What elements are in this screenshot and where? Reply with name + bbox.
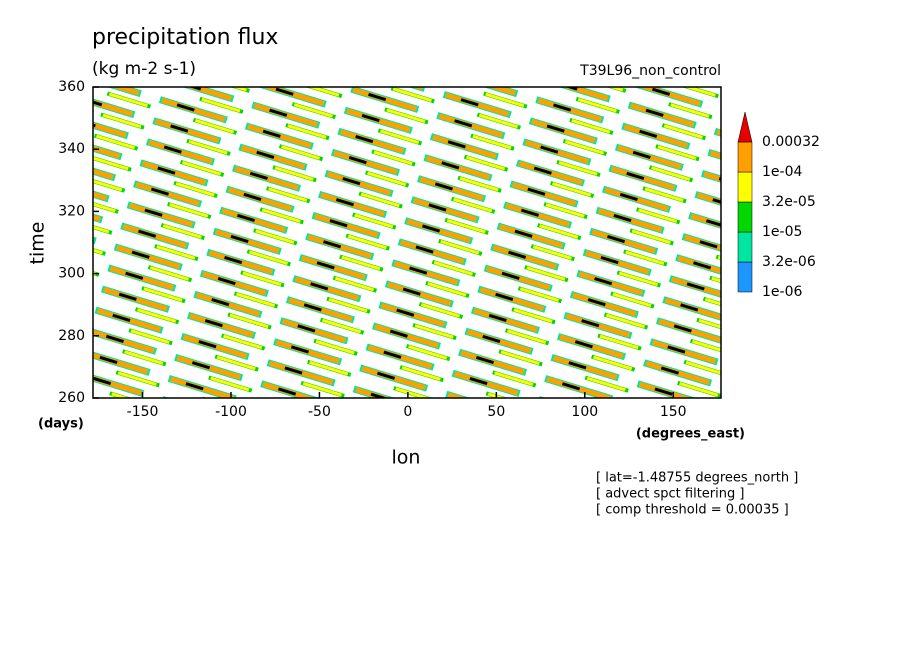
x-tick-label: -150 bbox=[127, 404, 159, 420]
run-label: T39L96_non_control bbox=[579, 63, 721, 79]
x-unit: (degrees_east) bbox=[636, 427, 745, 442]
y-tick-label: 320 bbox=[58, 203, 85, 219]
colorbar-label: 3.2e-06 bbox=[762, 254, 816, 270]
x-tick-label: -100 bbox=[215, 404, 247, 420]
y-tick-label: 260 bbox=[58, 390, 85, 406]
x-axis-label: lon bbox=[392, 447, 421, 469]
chart-title: precipitation flux bbox=[92, 25, 278, 50]
colorbar-box bbox=[737, 171, 753, 203]
colorbar-box bbox=[737, 231, 753, 263]
colorbar-label: 1e-04 bbox=[762, 164, 802, 180]
y-tick-label: 300 bbox=[58, 266, 85, 282]
x-tick-label: 0 bbox=[403, 404, 412, 420]
colorbar-box bbox=[737, 141, 753, 173]
y-tick-label: 360 bbox=[58, 79, 85, 95]
colorbar-label: 3.2e-05 bbox=[762, 194, 816, 210]
colorbar-label: 1e-05 bbox=[762, 224, 802, 240]
note: [ advect spct filtering ] bbox=[596, 487, 744, 502]
plot-frame bbox=[92, 86, 722, 399]
colorbar-box bbox=[737, 261, 753, 293]
x-tick-label: -50 bbox=[308, 404, 331, 420]
colorbar-label: 1e-06 bbox=[762, 284, 802, 300]
colorbar-extension bbox=[737, 111, 753, 143]
x-tick-label: 100 bbox=[571, 404, 598, 420]
note: [ comp threshold = 0.00035 ] bbox=[596, 503, 789, 518]
colorbar-label: 0.00032 bbox=[762, 134, 820, 150]
x-tick-label: 150 bbox=[660, 404, 687, 420]
x-tick-label: 50 bbox=[487, 404, 505, 420]
y-tick-label: 280 bbox=[58, 328, 85, 344]
note: [ lat=-1.48755 degrees_north ] bbox=[596, 471, 798, 486]
colorbar-box bbox=[737, 201, 753, 233]
y-unit: (days) bbox=[38, 417, 84, 432]
chart-subtitle: (kg m-2 s-1) bbox=[92, 59, 196, 79]
y-tick-label: 340 bbox=[58, 141, 85, 157]
contour-field bbox=[93, 87, 721, 398]
y-axis-label: time bbox=[27, 222, 49, 265]
